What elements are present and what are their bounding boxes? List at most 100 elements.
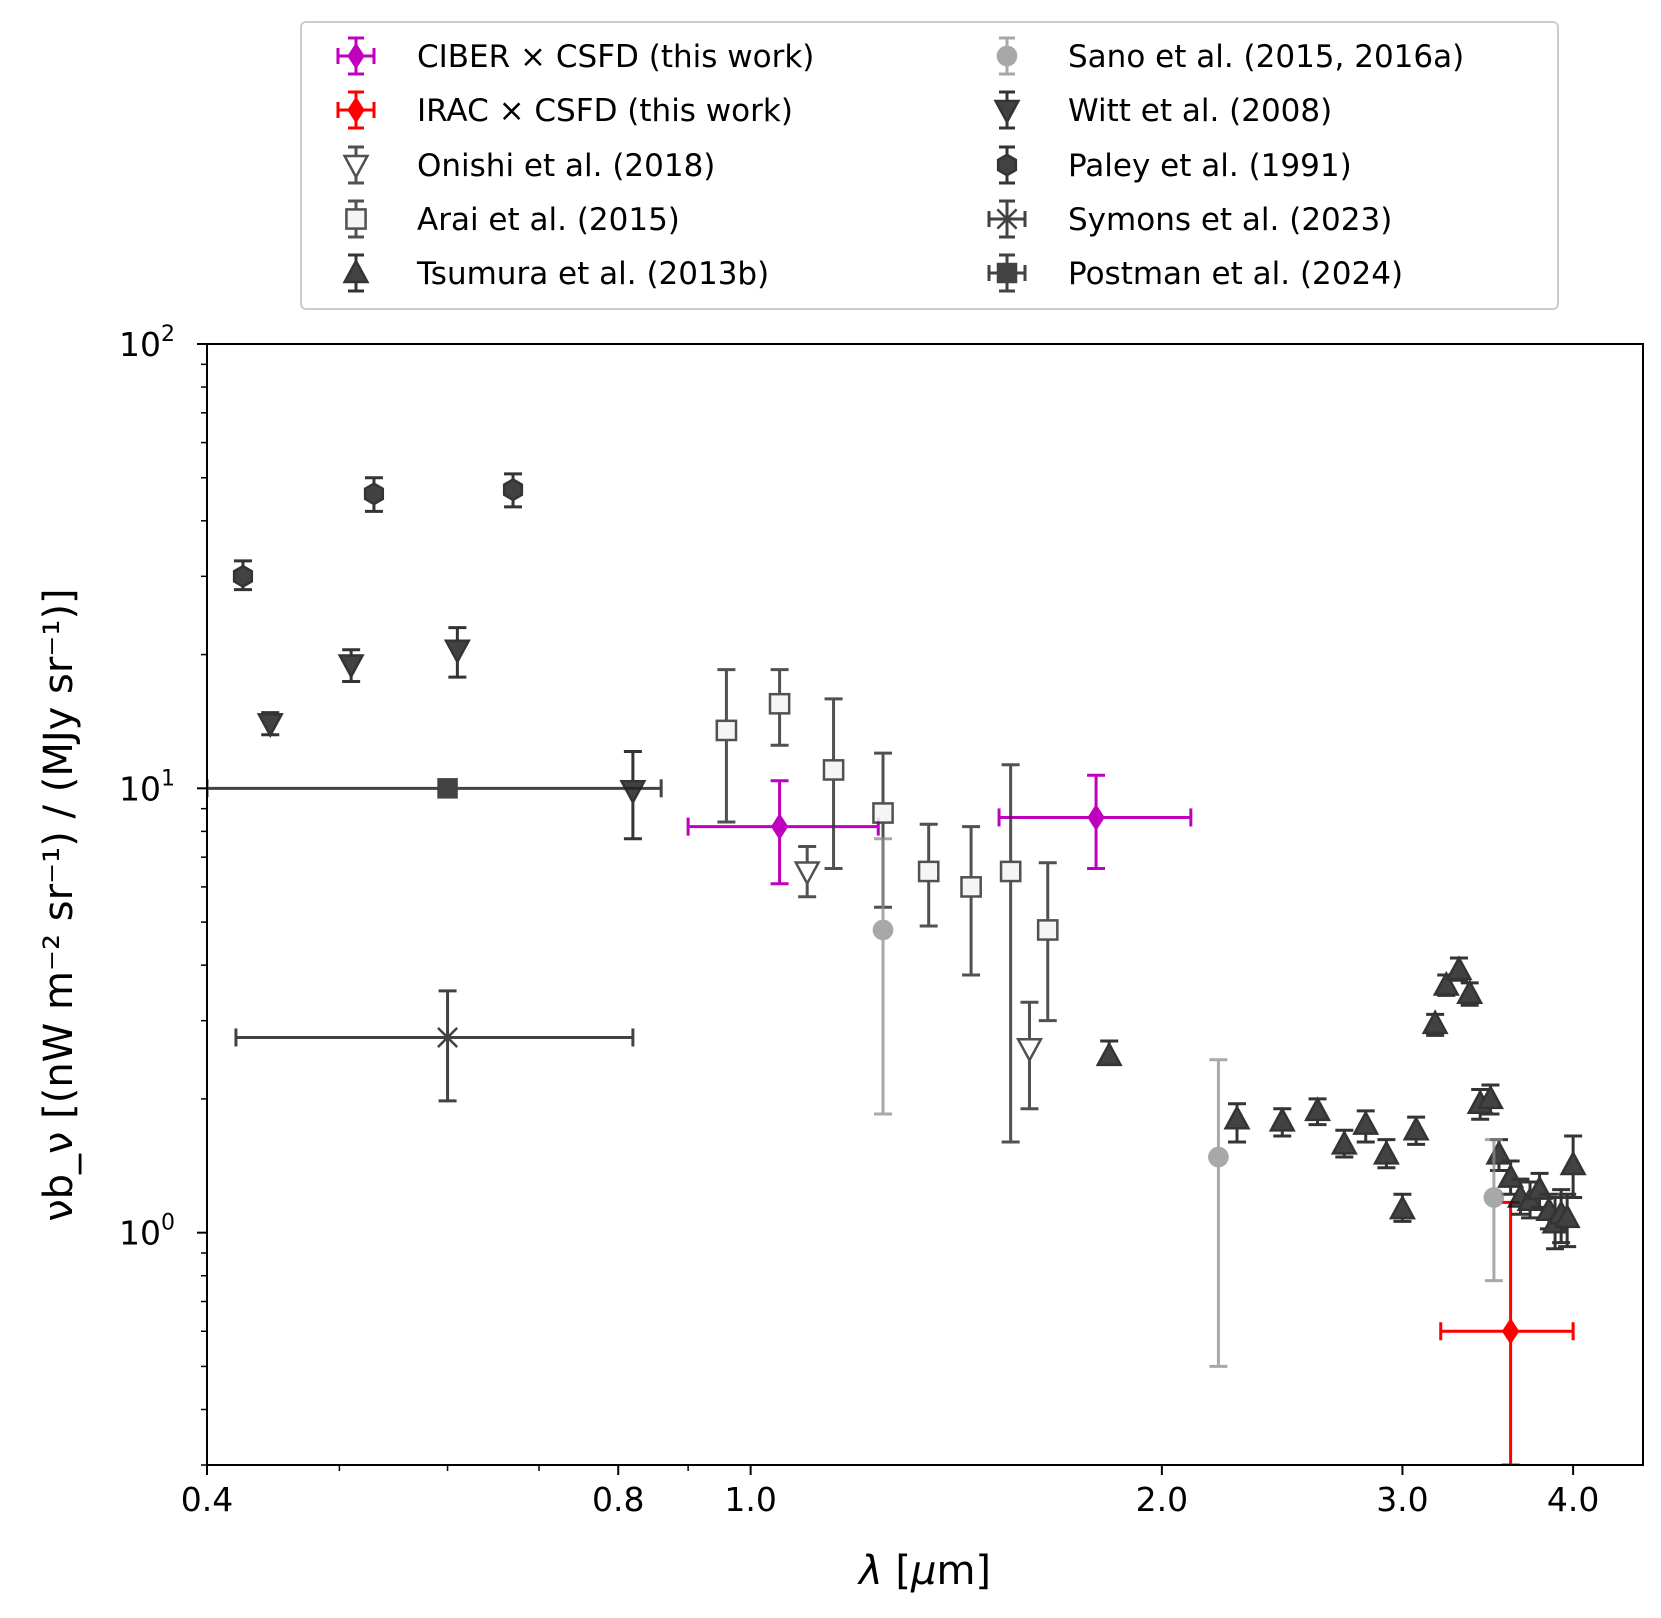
series-4-point-3-marker xyxy=(1304,1096,1332,1122)
x-axis-label-m: m] xyxy=(936,1548,991,1594)
series-4-point-14-marker-shape xyxy=(1476,1084,1504,1110)
series-3-point-3-marker xyxy=(872,802,894,824)
legend-item-9-label: Postman et al. (2024) xyxy=(1068,256,1403,292)
x-tick-label-4: 3.0 xyxy=(1376,1480,1428,1519)
series-4-point-8 xyxy=(1402,1115,1430,1146)
series-7-point-0 xyxy=(232,559,254,592)
series-1 xyxy=(1439,1200,1575,1465)
series-4-point-4-marker xyxy=(1330,1129,1358,1155)
series-3-point-7 xyxy=(1036,861,1059,1023)
series-7-point-2-marker-shape xyxy=(502,478,524,502)
legend: CIBER × CSFD (this work) IRAC × CSFD (thi… xyxy=(300,21,1559,310)
series-4-point-9 xyxy=(1421,1009,1449,1037)
series-4-point-11-marker-shape xyxy=(1445,955,1473,981)
series-4-point-8-marker xyxy=(1402,1115,1430,1141)
series-3-point-5-marker xyxy=(960,876,982,898)
series-7-point-1-marker-shape xyxy=(363,482,385,506)
legend-item-9-marker-shape xyxy=(996,262,1018,284)
series-6-point-0-marker xyxy=(256,713,284,739)
x-axis-label-unit: [ xyxy=(883,1548,911,1594)
y-tick-label-2: 102 xyxy=(119,322,175,364)
series-5-point-2 xyxy=(1483,1138,1505,1283)
series-3-point-7-marker xyxy=(1036,919,1059,941)
series-7-point-0-marker-shape xyxy=(232,564,254,588)
legend-item-6 xyxy=(993,90,1021,130)
series-3-point-4 xyxy=(917,822,940,928)
series-7 xyxy=(232,472,524,592)
y-tick-label-0: 100 xyxy=(119,1211,175,1253)
series-6-point-3-marker xyxy=(619,780,647,805)
series-4-point-16-marker xyxy=(1497,1163,1525,1188)
series-3-point-1 xyxy=(768,668,791,747)
x-axis-label: λ [μm] xyxy=(857,1548,991,1594)
legend-item-2-marker xyxy=(342,154,370,180)
legend-item-5 xyxy=(996,36,1018,76)
legend-item-0-marker xyxy=(347,42,365,70)
series-5 xyxy=(872,837,1505,1368)
x-tick-label-1: 0.8 xyxy=(592,1480,644,1519)
x-tick-label-3: 2.0 xyxy=(1136,1480,1188,1519)
x-tick-label-5: 4.0 xyxy=(1547,1480,1599,1519)
series-6-point-2 xyxy=(443,626,471,679)
series-2-point-1-marker xyxy=(1015,1038,1043,1063)
y-tick-label-2-base: 10 xyxy=(119,325,161,364)
series-4-point-10 xyxy=(1432,970,1460,997)
legend-item-2-label: Onishi et al. (2018) xyxy=(417,148,715,184)
series-4-point-16 xyxy=(1497,1159,1525,1196)
series-2-point-0-marker-shape xyxy=(793,861,821,887)
series-3-point-0 xyxy=(715,668,738,824)
series-0-point-0-marker-shape xyxy=(770,813,789,841)
legend-item-7-marker xyxy=(996,153,1018,177)
series-7-point-1-marker xyxy=(363,482,385,506)
series-6-point-1-marker-shape xyxy=(337,654,365,680)
y-tick-label-1-base: 10 xyxy=(119,769,161,808)
series-5-point-1-marker-shape xyxy=(1208,1146,1229,1168)
legend-item-1-label: IRAC × CSFD (this work) xyxy=(417,93,793,129)
series-4-point-6-marker xyxy=(1372,1139,1400,1165)
series-4-point-23-marker-shape xyxy=(1553,1203,1581,1229)
series-4-point-12 xyxy=(1456,979,1484,1007)
series-7-point-1 xyxy=(363,476,385,513)
legend-item-8-label: Symons et al. (2023) xyxy=(1068,202,1392,238)
series-4-point-8-marker-shape xyxy=(1402,1115,1430,1141)
series-3-point-2 xyxy=(822,697,845,871)
legend-item-4-marker xyxy=(342,258,370,284)
x-tick-label-2: 1.0 xyxy=(724,1480,776,1519)
series-4-point-14 xyxy=(1476,1083,1504,1116)
series-4-point-5-marker xyxy=(1352,1110,1380,1135)
series-3 xyxy=(715,668,1059,1144)
series-4-point-2-marker xyxy=(1268,1106,1296,1132)
series-5-point-0-marker xyxy=(872,919,894,941)
series-4-point-7-marker xyxy=(1388,1194,1416,1220)
legend-item-8-marker-stroke-b xyxy=(996,208,1018,230)
series-9-point-0 xyxy=(207,778,663,799)
legend-item-6-label: Witt et al. (2008) xyxy=(1068,93,1332,129)
series-3-point-4-marker xyxy=(917,860,940,883)
series-4-point-6-marker-shape xyxy=(1372,1139,1400,1165)
series-7-point-2 xyxy=(502,472,524,509)
series-9 xyxy=(207,778,663,799)
series-9-point-0-marker xyxy=(437,778,458,799)
plot-frame xyxy=(206,343,1644,1466)
legend-item-9-marker xyxy=(996,262,1018,284)
series-3-point-6-marker xyxy=(999,860,1022,883)
series-7-point-0-marker xyxy=(232,564,254,588)
series-5-point-2-marker xyxy=(1483,1187,1505,1208)
legend-item-7 xyxy=(996,145,1018,185)
legend-item-1-marker xyxy=(347,96,365,124)
series-4-point-24-marker xyxy=(1559,1150,1587,1176)
legend-item-2 xyxy=(342,145,370,185)
series-6-point-3-marker-shape xyxy=(619,780,647,805)
series-2-point-1 xyxy=(1015,1000,1043,1111)
series-4-point-4 xyxy=(1330,1128,1358,1159)
series-1-point-0 xyxy=(1439,1200,1575,1465)
legend-item-1-marker-shape xyxy=(347,96,365,124)
legend-item-9 xyxy=(987,253,1027,293)
legend-item-0-marker-shape xyxy=(347,42,365,70)
legend-item-3-label: Arai et al. (2015) xyxy=(417,202,680,238)
series-3-point-4-marker-shape xyxy=(917,860,940,883)
series-4-point-7-marker-shape xyxy=(1388,1194,1416,1220)
series-5-point-1-marker xyxy=(1208,1146,1229,1168)
